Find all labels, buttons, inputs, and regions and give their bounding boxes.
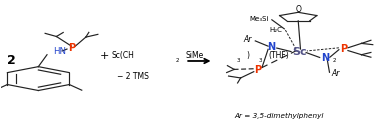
Text: P: P [340, 44, 347, 54]
Text: HN: HN [53, 47, 66, 56]
Text: − 2 TMS: − 2 TMS [118, 72, 149, 81]
Text: Me₃Si: Me₃Si [249, 15, 269, 22]
Text: Ar = 3,5-dimethylphenyl: Ar = 3,5-dimethylphenyl [235, 113, 324, 119]
Text: SiMe: SiMe [185, 51, 204, 60]
Text: Ar: Ar [332, 69, 340, 78]
Text: Sc(CH: Sc(CH [112, 51, 135, 60]
Text: ): ) [246, 51, 249, 60]
Text: Sc: Sc [292, 47, 307, 57]
Text: (THF): (THF) [268, 51, 289, 60]
Text: 2: 2 [333, 59, 336, 64]
Text: Ar: Ar [244, 35, 252, 44]
Text: N: N [267, 42, 275, 52]
Text: N: N [321, 53, 329, 63]
Text: O: O [295, 5, 301, 14]
Text: P: P [68, 43, 75, 53]
Text: 2: 2 [176, 59, 180, 64]
Text: 3: 3 [259, 59, 262, 64]
Text: 2: 2 [8, 54, 16, 67]
Text: +: + [99, 51, 109, 61]
Text: H₂C: H₂C [270, 27, 282, 33]
Text: P: P [254, 65, 261, 75]
Text: 3: 3 [237, 59, 240, 64]
